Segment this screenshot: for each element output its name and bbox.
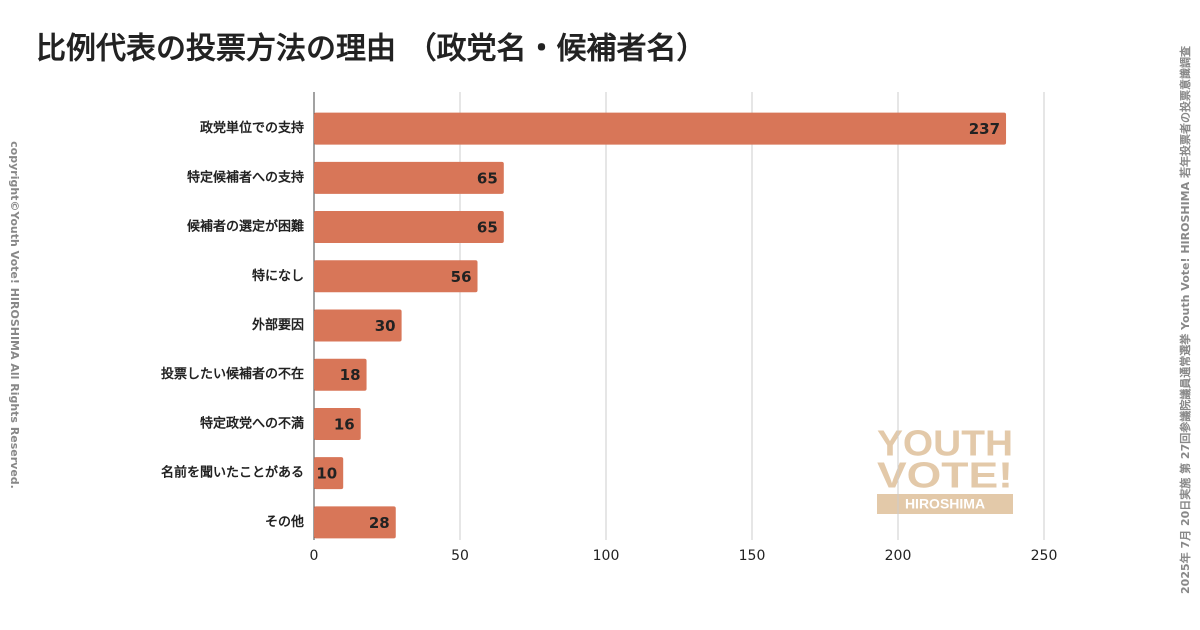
y-tick-label: 候補者の選定が困難: [187, 219, 304, 235]
bar: [314, 161, 504, 194]
value-label: 28: [369, 514, 390, 532]
value-label: 237: [969, 120, 1000, 138]
value-label: 56: [451, 268, 472, 286]
x-tick-label: 100: [593, 548, 620, 564]
y-tick-label: 政党単位での支持: [200, 120, 304, 136]
logo-box: [877, 494, 1013, 514]
copyright: copyright©Youth Vote! HIROSHIMA All Righ…: [8, 141, 21, 489]
bar: [314, 358, 367, 391]
logo-line: YOUTH: [877, 423, 1013, 464]
y-tick-label: 特定政党への不満: [200, 415, 304, 431]
x-tick-label: 50: [451, 548, 469, 564]
x-tick-label: 250: [1031, 548, 1058, 564]
bar: [314, 260, 478, 293]
y-tick-label: その他: [265, 514, 304, 530]
value-label: 10: [316, 465, 337, 483]
chart-title: 比例代表の投票方法の理由 （政党名・候補者名）: [36, 32, 706, 67]
value-label: 65: [477, 169, 498, 187]
bar: [314, 112, 1007, 145]
x-tick-label: 0: [310, 548, 319, 564]
bar: [314, 506, 396, 539]
bar: [314, 211, 504, 244]
value-label: 30: [375, 317, 396, 335]
bar: [314, 407, 361, 440]
value-label: 65: [477, 219, 498, 237]
bar: [314, 457, 344, 490]
value-label: 16: [334, 415, 355, 433]
x-tick-label: 150: [739, 548, 766, 564]
y-tick-label: 特定候補者への支持: [187, 169, 304, 185]
logo: YOUTH VOTE! HIROSHIMA: [877, 423, 1013, 514]
x-tick-label: 200: [885, 548, 912, 564]
y-tick-label: 外部要因: [251, 317, 304, 333]
survey-note: 2025年 7月 20日実施 第 27回参議院議員通常選挙 Youth Vote…: [1178, 46, 1192, 594]
y-tick-label: 特になし: [252, 268, 304, 284]
bar: [314, 309, 402, 342]
y-tick-label: 名前を聞いたことがある: [161, 465, 304, 481]
y-tick-label: 投票したい候補者の不在: [161, 366, 304, 382]
logo-line: VOTE!: [877, 455, 1013, 496]
value-label: 18: [340, 366, 361, 384]
logo-line: HIROSHIMA: [905, 496, 985, 512]
